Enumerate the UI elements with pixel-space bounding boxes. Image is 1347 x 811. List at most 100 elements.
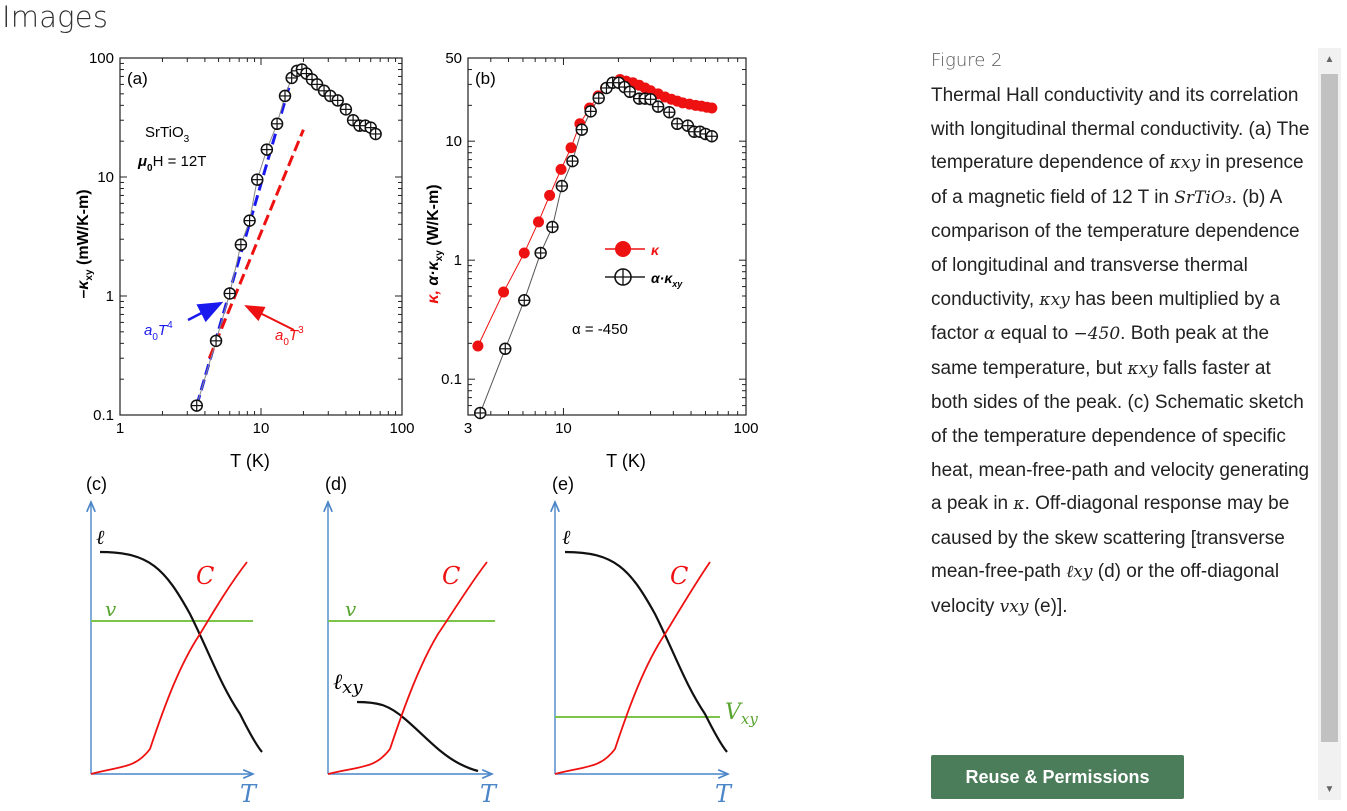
panel-b-tick-labels: 3 10 100 50 10 1 0.1 <box>441 50 758 437</box>
panel-d-v-label: v <box>345 597 357 621</box>
panel-a-material: SrTiO3 <box>145 124 190 145</box>
panel-d-lxy-label: ℓxy <box>333 670 363 698</box>
panel-e-C-label: C <box>670 562 688 590</box>
panel-a-point <box>278 89 292 103</box>
scroll-thumb[interactable] <box>1321 74 1338 742</box>
panel-b-akappa-point <box>644 93 657 106</box>
panel-a-label: (a) <box>127 69 148 88</box>
panel-a-field: μ0H = 12T <box>137 153 206 174</box>
panel-b-alpha-note: α = -450 <box>572 321 628 338</box>
panel-e: (e) ℓ C Vxy T <box>552 474 758 808</box>
legend-kappa-label: κ <box>651 242 660 258</box>
panel-b-kappa-point <box>498 286 510 298</box>
panel-b-akappa-point <box>518 294 531 307</box>
panel-b-y-tick-label: 0.1 <box>441 371 462 388</box>
panel-b-y-tick-label: 10 <box>445 133 462 150</box>
panel-e-l-curve <box>564 550 728 753</box>
panel-a-fit-blue-arrow <box>187 301 224 323</box>
panel-b-frame <box>467 57 747 416</box>
panel-b-xlabel: T (K) <box>606 451 646 471</box>
panel-b-y-tick-label: 1 <box>454 252 462 269</box>
panel-b-akappa-point <box>473 406 487 420</box>
panel-b-kappa-point <box>555 163 567 175</box>
panel-d-C-label: C <box>442 562 460 590</box>
panel-c-v-label: v <box>105 597 117 621</box>
scroll-up-arrow-icon[interactable]: ▲ <box>1324 53 1335 65</box>
panel-c-C-label: C <box>196 562 214 590</box>
panel-a-xlabel: T (K) <box>230 451 270 471</box>
panel-b-ticks <box>467 57 747 416</box>
panel-a-x-tick-label: 10 <box>253 420 270 437</box>
panel-a-fit-red-arrow <box>244 305 295 331</box>
panel-b-kappa-point <box>544 189 556 201</box>
legend-akappa-label: α·κxy <box>651 270 683 289</box>
panel-a-point <box>270 117 284 131</box>
panel-b-akappa-point <box>663 106 676 119</box>
panel-c-l-label: ℓ <box>96 525 105 549</box>
panel-b-akappa-point <box>592 91 605 105</box>
scrollbar[interactable]: ▲ ▼ <box>1318 48 1341 800</box>
panel-b-akappa-point <box>575 123 589 136</box>
figure-caption-pane: Figure 2 Thermal Hall conductivity and i… <box>931 50 1311 625</box>
panel-d-label: (d) <box>325 474 347 494</box>
panel-b-x-tick-label: 3 <box>464 420 472 437</box>
figure-label: Figure 2 <box>931 50 1003 71</box>
panel-b-akappa-point <box>584 105 597 118</box>
panel-b-legend: κ α·κxy <box>605 241 683 289</box>
panel-b-akappa-point <box>499 342 512 356</box>
panel-e-label: (e) <box>552 474 574 494</box>
panel-a-point <box>285 71 298 85</box>
panel-b-akappa-point <box>546 220 559 234</box>
panel-b-akappa-point <box>705 130 719 143</box>
panel-e-l-label: ℓ <box>562 525 571 549</box>
panel-b-x-tick-label: 100 <box>733 420 758 437</box>
panel-a-fit-red <box>207 129 305 359</box>
panel-a-y-tick-label: 100 <box>89 50 114 67</box>
panel-c-l-curve <box>99 550 263 753</box>
panel-b-kappa-point <box>533 216 545 228</box>
panel-a-point <box>223 287 236 300</box>
panel-b-kappa-point <box>472 340 484 352</box>
panel-b-akappa-point <box>534 246 547 260</box>
panel-c-label: (c) <box>86 474 107 494</box>
panel-a-point <box>339 103 353 116</box>
panel-b: (b) κ α·κxy α = -450 κ, α·κxy (W/K-m) 3 1… <box>425 50 759 471</box>
legend-akappa-marker <box>614 268 632 286</box>
panel-b-x-tick-label: 10 <box>555 420 572 437</box>
panel-a-ylabel: –κxy (mW/K-m) <box>75 189 95 298</box>
panel-a-x-tick-label: 100 <box>389 420 414 437</box>
panel-e-C-curve <box>554 561 711 775</box>
panel-a-ticks <box>119 57 403 416</box>
panel-b-points <box>472 73 719 420</box>
figure-caption: Thermal Hall conductivity and its correl… <box>931 85 1310 617</box>
panel-a-point <box>209 334 223 348</box>
panel-a: (a) SrTiO3 μ0H = 12T a0T4 a0T3 –κxy (mW/… <box>75 50 415 471</box>
reuse-permissions-button[interactable]: Reuse & Permissions <box>931 755 1184 799</box>
panel-b-akappa-point <box>670 117 684 131</box>
panel-b-akappa-line <box>479 82 713 414</box>
panel-b-ylabel: κ, α·κxy (W/K-m) <box>425 184 445 303</box>
panel-e-T-label: T <box>715 780 733 806</box>
panel-b-label: (b) <box>475 69 496 88</box>
panel-a-fit-blue-label: a0T4 <box>144 320 173 343</box>
panel-a-fit-lines <box>195 77 305 406</box>
panel-b-kappa-point <box>565 142 577 154</box>
legend-kappa-marker <box>615 241 631 257</box>
scroll-down-arrow-icon[interactable]: ▼ <box>1324 783 1335 795</box>
panel-a-point <box>250 173 264 186</box>
panel-a-point <box>331 94 344 107</box>
panel-a-point <box>190 399 203 412</box>
panel-d-C-curve <box>327 561 488 775</box>
panel-b-akappa-point <box>566 154 579 168</box>
panel-c: (c) ℓ C v T <box>86 474 263 808</box>
panel-c-T-label: T <box>240 780 258 806</box>
panel-b-akappa-point <box>651 100 665 113</box>
panel-a-points <box>190 63 382 412</box>
panel-a-point <box>260 143 274 156</box>
panel-a-point <box>234 238 248 251</box>
panel-a-y-tick-label: 0.1 <box>93 407 114 424</box>
panel-b-y-tick-label: 50 <box>445 50 462 67</box>
panel-e-vxy-label: Vxy <box>725 700 758 728</box>
figure-image: (a) SrTiO3 μ0H = 12T a0T4 a0T3 –κxy (mW/… <box>60 44 780 808</box>
